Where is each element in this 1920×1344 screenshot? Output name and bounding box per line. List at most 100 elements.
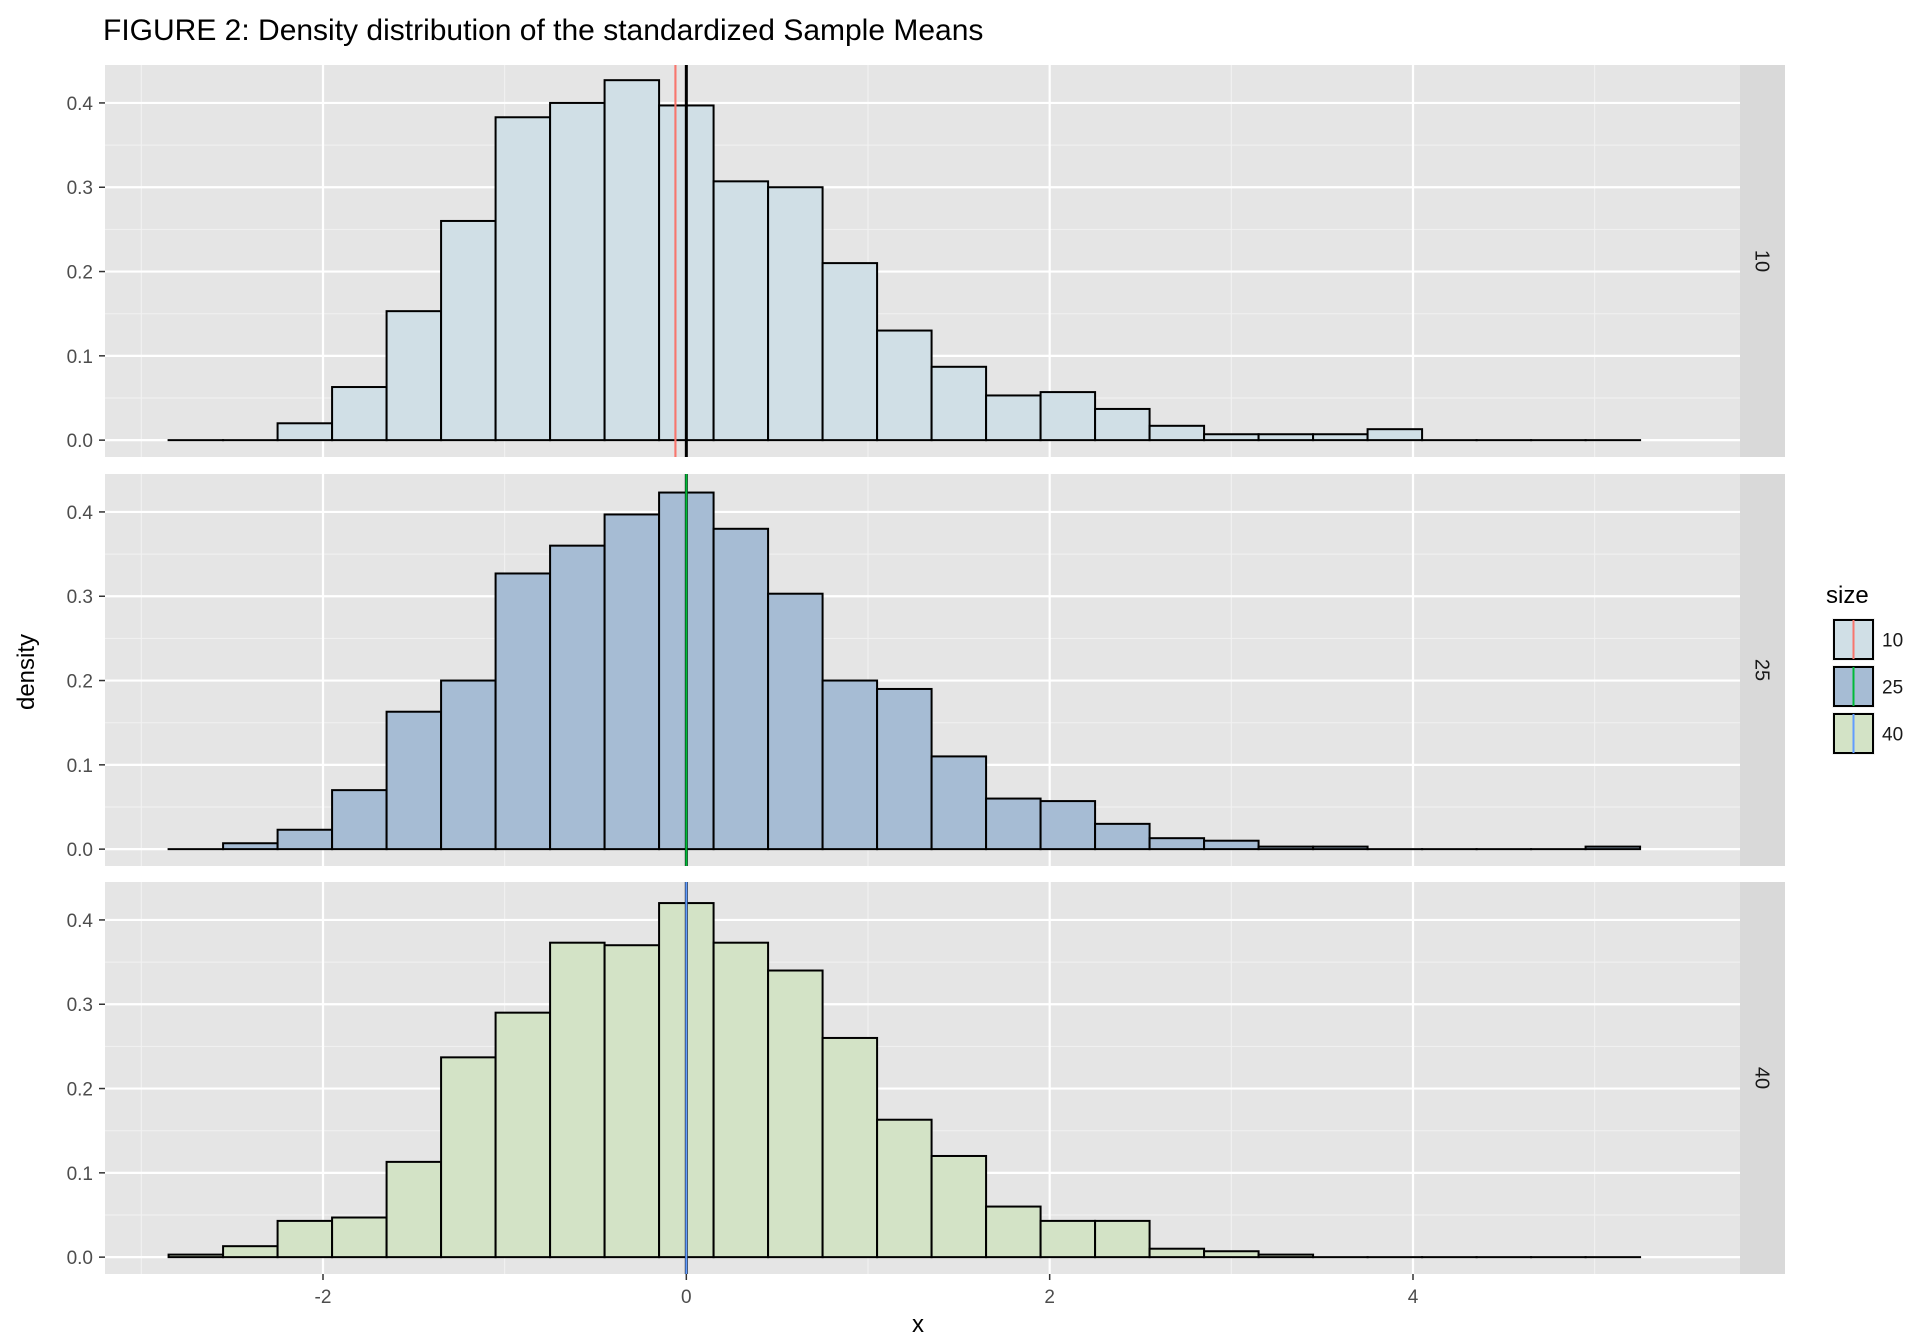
- facet-strip-label: 25: [1751, 659, 1773, 681]
- histogram-bar: [1584, 845, 1642, 851]
- facet-panel-10: 0.0 0.1 0.2 0.3 0.4 10: [67, 65, 1785, 457]
- histogram-bar: [440, 679, 497, 851]
- histogram-bar: [222, 1245, 279, 1259]
- histogram-bar: [549, 544, 606, 851]
- histogram-bar: [1257, 433, 1315, 442]
- histogram-bar: [385, 1160, 443, 1259]
- y-tick-label: 0.0: [67, 840, 93, 861]
- y-axis-label: density: [13, 634, 40, 710]
- y-tick-label: 0.1: [67, 756, 93, 777]
- x-tick-label: 0: [681, 1287, 692, 1308]
- histogram-bar: [767, 186, 824, 442]
- y-tick-label: 0.3: [67, 587, 93, 608]
- histogram-bar: [1366, 428, 1424, 442]
- histogram-bar: [1094, 822, 1151, 851]
- histogram-bar: [1257, 845, 1315, 851]
- histogram-bar: [1039, 391, 1097, 442]
- histogram-bar: [603, 79, 661, 442]
- legend-item-25: 25: [1832, 665, 1903, 708]
- y-tick-label: 0.4: [67, 911, 94, 932]
- histogram-bar: [1203, 1250, 1260, 1259]
- histogram-bar: [876, 329, 933, 442]
- facet-strip: [1740, 65, 1785, 457]
- histogram-bar: [1148, 424, 1206, 442]
- legend-item-10: 10: [1832, 618, 1903, 661]
- y-tick-label: 0.1: [67, 347, 93, 368]
- histogram-bar: [549, 101, 606, 442]
- x-tick-label: -2: [315, 1287, 332, 1308]
- histogram-bar: [331, 789, 388, 851]
- histogram-bar: [712, 527, 770, 851]
- histogram-bar: [1148, 837, 1206, 851]
- histogram-bar: [930, 365, 988, 442]
- y-tick-label: 0.3: [67, 178, 93, 199]
- x-tick-label: 4: [1408, 1287, 1419, 1308]
- facet-panel-40: 0.0 0.1 0.2 0.3 0.4 40: [67, 882, 1785, 1274]
- facet-panel-25: 0.0 0.1 0.2 0.3 0.4 25: [67, 474, 1785, 866]
- histogram-bar: [385, 710, 443, 851]
- histogram-bar: [603, 513, 661, 851]
- histogram-bar: [985, 797, 1042, 851]
- facet-panels: 0.0 0.1 0.2 0.3 0.4 10 0.0 0.1 0.2 0.3 0.4 25 0.0 0.1…: [67, 65, 1785, 1274]
- histogram-bar: [494, 572, 552, 851]
- legend-item-40: 40: [1832, 712, 1903, 755]
- histogram-bar: [712, 941, 770, 1259]
- legend-item-label: 25: [1882, 678, 1903, 699]
- x-axis-label: x: [912, 1311, 924, 1338]
- histogram-bar: [1312, 845, 1369, 851]
- x-tick-label: 2: [1044, 1287, 1055, 1308]
- histogram-bar: [876, 1118, 933, 1259]
- histogram-bar: [930, 1154, 988, 1259]
- y-tick-label: 0.4: [67, 94, 94, 115]
- y-tick-label: 0.3: [67, 995, 93, 1016]
- y-tick-label: 0.2: [67, 1080, 93, 1101]
- histogram-bar: [876, 687, 933, 851]
- histogram-bar: [821, 1036, 879, 1259]
- histogram-bar: [167, 1253, 225, 1259]
- histogram-bar: [494, 1011, 552, 1259]
- histogram-bar: [985, 394, 1042, 442]
- facet-strip-label: 10: [1751, 250, 1773, 272]
- y-tick-label: 0.0: [67, 1248, 93, 1269]
- facet-strip: [1740, 882, 1785, 1274]
- histogram-bar: [712, 180, 770, 442]
- x-axis: -2 0 2 4: [315, 1274, 1419, 1308]
- y-tick-label: 0.4: [67, 503, 94, 524]
- facet-strip: [1740, 474, 1785, 866]
- histogram-bar: [603, 944, 661, 1259]
- histogram-bar: [276, 1219, 334, 1259]
- chart-title: FIGURE 2: Density distribution of the st…: [103, 14, 983, 47]
- histogram-bar: [985, 1205, 1042, 1259]
- histogram-bar: [1094, 407, 1151, 442]
- histogram-bar: [276, 828, 334, 851]
- histogram-bar: [331, 386, 388, 442]
- histogram-bar: [1203, 433, 1260, 442]
- y-tick-label: 0.2: [67, 672, 93, 693]
- histogram-bar: [1094, 1219, 1151, 1259]
- legend-item-label: 40: [1882, 725, 1903, 746]
- histogram-bar: [1312, 433, 1369, 442]
- histogram-bar: [767, 592, 824, 851]
- histogram-bar: [1039, 1219, 1097, 1259]
- legend-title: size: [1826, 582, 1869, 609]
- histogram-bar: [767, 969, 824, 1259]
- histogram-bar: [821, 679, 879, 851]
- histogram-bar: [1039, 800, 1097, 851]
- histogram-bar: [821, 262, 879, 442]
- histogram-bar: [385, 310, 443, 442]
- histogram-bar: [1148, 1247, 1206, 1259]
- histogram-bar: [549, 941, 606, 1259]
- facet-strip-label: 40: [1751, 1067, 1773, 1089]
- histogram-bar: [222, 842, 279, 851]
- histogram-bar: [440, 1056, 497, 1259]
- legend: size 10 25 40: [1826, 582, 1903, 755]
- histogram-bar: [276, 422, 334, 442]
- histogram-bar: [494, 116, 552, 442]
- histogram-bar: [1257, 1253, 1315, 1259]
- histogram-bar: [440, 219, 497, 442]
- y-tick-label: 0.0: [67, 431, 93, 452]
- y-tick-label: 0.2: [67, 263, 93, 284]
- y-tick-label: 0.1: [67, 1164, 93, 1185]
- histogram-bar: [331, 1216, 388, 1259]
